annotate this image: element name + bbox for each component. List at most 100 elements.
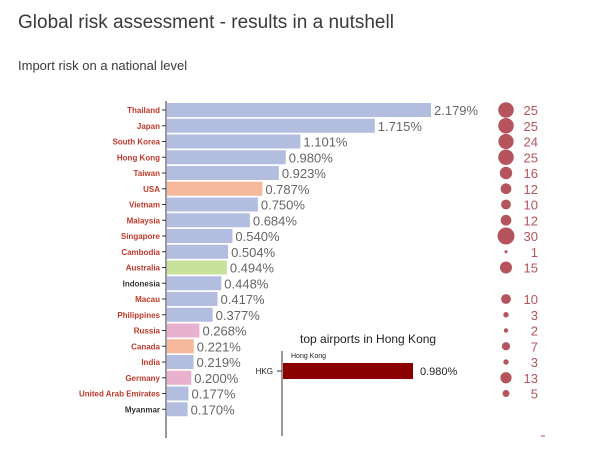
bar-value-label: 0.200% bbox=[194, 371, 239, 386]
bar-value-label: 0.221% bbox=[197, 339, 242, 354]
bar bbox=[167, 103, 431, 117]
case-bubble bbox=[499, 166, 513, 180]
bar-value-label: 0.268% bbox=[202, 324, 247, 339]
bar-value-label: 2.179% bbox=[434, 103, 479, 118]
category-label: Canada bbox=[131, 342, 160, 351]
category-label: Germany bbox=[125, 374, 160, 383]
case-bubble bbox=[498, 117, 514, 134]
case-bubble bbox=[501, 294, 511, 304]
case-bubble bbox=[501, 199, 511, 210]
category-label: USA bbox=[143, 185, 160, 194]
bar bbox=[167, 229, 233, 243]
bar bbox=[167, 355, 194, 369]
category-label: India bbox=[141, 358, 160, 367]
case-count-label: 3 bbox=[531, 355, 538, 370]
case-bubble bbox=[500, 372, 512, 384]
bar bbox=[167, 276, 222, 291]
case-count-label: 15 bbox=[524, 261, 538, 276]
bar bbox=[167, 166, 279, 180]
case-bubble bbox=[499, 261, 513, 274]
category-label: Macau bbox=[135, 295, 160, 304]
bar-value-label: 0.177% bbox=[191, 387, 236, 402]
case-bubble bbox=[500, 214, 512, 226]
inset-chart: top airports in Hong Kong Hong Kong HKG … bbox=[256, 332, 458, 436]
case-count-label: 30 bbox=[524, 229, 538, 244]
case-count-label: 10 bbox=[524, 292, 538, 307]
main-bars: 2.179%1.715%1.101%0.980%0.923%0.787%0.75… bbox=[167, 103, 479, 417]
bar bbox=[167, 134, 301, 149]
category-label: Indonesia bbox=[123, 279, 161, 288]
category-label: Cambodia bbox=[121, 248, 160, 257]
bar bbox=[167, 292, 218, 306]
case-bubble bbox=[498, 149, 514, 166]
category-label: Taiwan bbox=[133, 169, 160, 178]
bar-value-label: 1.101% bbox=[303, 135, 348, 150]
bar bbox=[167, 402, 188, 417]
bar-value-label: 0.980% bbox=[289, 150, 334, 165]
bar bbox=[167, 118, 375, 133]
category-label: Vietnam bbox=[129, 201, 160, 210]
case-count-label: 24 bbox=[524, 135, 538, 150]
inset-value-label: 0.980% bbox=[420, 366, 458, 378]
case-count-label: 25 bbox=[524, 119, 538, 134]
case-count-label: 1 bbox=[531, 245, 538, 260]
category-label: Hong Kong bbox=[117, 153, 160, 162]
bar-value-label: 0.787% bbox=[265, 182, 310, 197]
case-count-label: 12 bbox=[524, 213, 538, 228]
category-label: Japan bbox=[137, 122, 160, 131]
case-bubble bbox=[500, 183, 512, 195]
bar bbox=[167, 307, 213, 322]
case-count-label: 2 bbox=[531, 324, 538, 339]
case-bubble bbox=[497, 227, 515, 245]
case-count-label: 5 bbox=[531, 387, 538, 402]
bar bbox=[167, 150, 286, 165]
case-count-label: 25 bbox=[524, 103, 538, 118]
bar-value-label: 1.715% bbox=[378, 119, 423, 134]
bar bbox=[167, 213, 250, 228]
category-label: Thailand bbox=[127, 106, 160, 115]
chart-subtitle: Import risk on a national level bbox=[18, 58, 188, 73]
bar-value-label: 0.219% bbox=[197, 355, 242, 370]
category-label: Myanmar bbox=[125, 405, 160, 414]
bar bbox=[167, 339, 194, 354]
case-bubble bbox=[503, 359, 509, 365]
case-bubble bbox=[501, 342, 511, 351]
category-label: Russia bbox=[134, 327, 161, 336]
category-label: Singapore bbox=[121, 232, 161, 241]
bar-value-label: 0.170% bbox=[191, 402, 236, 417]
case-count-label: 10 bbox=[524, 198, 538, 213]
case-bubble bbox=[504, 250, 508, 254]
bar bbox=[167, 260, 227, 275]
case-bubble bbox=[498, 102, 514, 118]
case-count-label: 13 bbox=[524, 371, 538, 386]
category-label: Philippines bbox=[117, 311, 160, 320]
case-bubble bbox=[498, 133, 514, 150]
case-count-label: 16 bbox=[524, 166, 538, 181]
case-bubble bbox=[503, 328, 509, 333]
inset-category-label: HKG bbox=[256, 367, 273, 376]
bar-value-label: 0.923% bbox=[282, 166, 327, 181]
bar-value-label: 0.540% bbox=[235, 229, 280, 244]
page-title: Global risk assessment - results in a nu… bbox=[18, 12, 394, 33]
bar-value-label: 0.494% bbox=[230, 261, 275, 276]
bar-value-label: 0.684% bbox=[253, 213, 298, 228]
category-label: South Korea bbox=[112, 138, 160, 147]
inset-title: top airports in Hong Kong bbox=[300, 332, 436, 346]
bar-value-label: 0.417% bbox=[221, 292, 266, 307]
inset-bar-hkg bbox=[283, 363, 413, 379]
bar bbox=[167, 370, 192, 385]
bar bbox=[167, 386, 189, 401]
bar bbox=[167, 197, 258, 212]
case-bubble bbox=[503, 312, 509, 318]
bar-value-label: 0.750% bbox=[261, 198, 306, 213]
bar-value-label: 0.504% bbox=[231, 245, 276, 260]
case-count-label: 25 bbox=[524, 150, 538, 165]
bar bbox=[167, 323, 200, 338]
main-axis: Thailand Japan South Korea Hong Kong Taiwan U… bbox=[79, 101, 167, 438]
category-label: Malaysia bbox=[127, 216, 161, 225]
inset-series-label: Hong Kong bbox=[291, 353, 326, 360]
case-count-label: 12 bbox=[524, 182, 538, 197]
bar-value-label: 0.377% bbox=[216, 308, 261, 323]
